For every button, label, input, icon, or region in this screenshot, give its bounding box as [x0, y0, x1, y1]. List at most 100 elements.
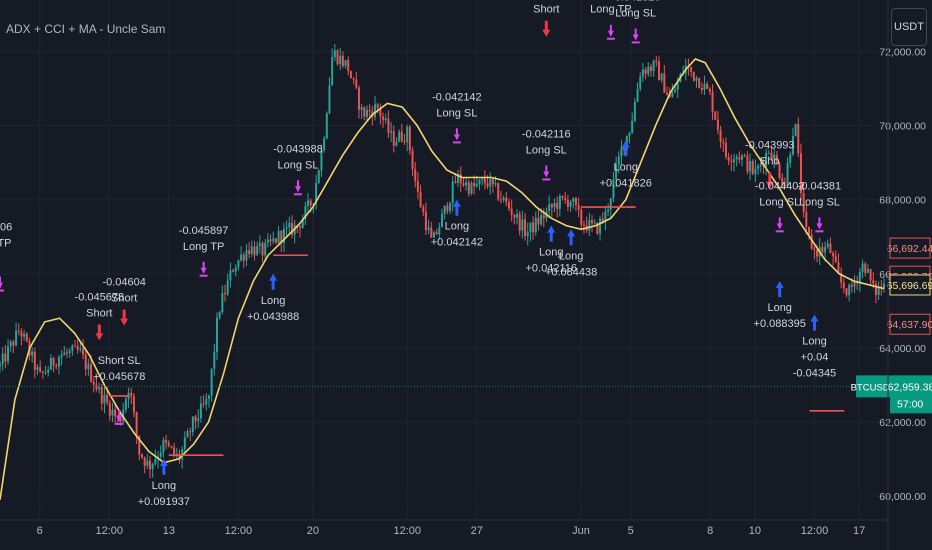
candle-body — [749, 161, 752, 172]
candle — [55, 363, 58, 370]
candle — [446, 202, 449, 215]
candle — [395, 137, 398, 147]
candle — [542, 208, 545, 228]
candle-body — [309, 200, 312, 206]
candle — [157, 451, 160, 469]
candle-body — [655, 60, 658, 62]
exit-arrow-icon — [632, 28, 639, 41]
candle-body — [644, 69, 647, 74]
candle — [20, 328, 23, 346]
candle — [224, 284, 227, 302]
candle — [103, 387, 106, 414]
candle-body — [357, 87, 360, 110]
candle — [877, 281, 880, 300]
marker-label: Long TP — [183, 241, 224, 253]
marker-label: +0.042116 — [526, 263, 578, 275]
short-arrow-icon — [765, 172, 774, 189]
candle-body — [52, 358, 55, 366]
candle-body — [234, 267, 237, 272]
candle-body — [264, 242, 267, 256]
candle — [92, 377, 95, 393]
candle-body — [459, 173, 462, 184]
candle-body — [98, 387, 101, 390]
exit-arrow-icon — [816, 217, 823, 230]
candle-body — [783, 184, 786, 186]
marker-label: 4606 — [0, 222, 12, 234]
candle-body — [242, 254, 245, 261]
candle — [874, 280, 877, 304]
candle-body — [119, 417, 122, 422]
candle — [130, 387, 133, 405]
long-marker: Long +0.091937 — [138, 458, 190, 508]
marker-label: Short — [533, 4, 559, 16]
candle — [580, 206, 583, 229]
candle-body — [57, 357, 60, 367]
long-arrow-icon — [567, 229, 576, 246]
candle-body — [132, 396, 135, 413]
candle-body — [657, 61, 660, 81]
candle-body — [194, 416, 197, 422]
candle-body — [816, 250, 819, 257]
time-tick-label: 8 — [707, 525, 713, 537]
candle-body — [218, 312, 221, 318]
candle-body — [532, 222, 535, 233]
long-marker: Long +0.084438 — [545, 229, 597, 278]
candle — [449, 201, 452, 215]
candle-body — [347, 60, 350, 72]
candle-body — [848, 284, 851, 296]
candle-body — [601, 218, 604, 222]
candle — [317, 168, 320, 184]
candle-body — [23, 333, 26, 337]
candle — [47, 365, 50, 377]
candle-body — [556, 202, 559, 209]
long-arrow-icon — [775, 281, 784, 298]
candle-body — [202, 403, 205, 405]
candle — [561, 195, 564, 201]
candle — [384, 113, 387, 124]
candle-body — [41, 371, 44, 373]
candle — [491, 178, 494, 193]
price-tick-label: 72,000.00 — [879, 47, 926, 59]
candle — [518, 210, 521, 236]
candle-body — [754, 168, 757, 174]
candle — [199, 395, 202, 423]
candle — [727, 152, 730, 166]
candle-body — [826, 243, 829, 248]
candle-body — [390, 131, 393, 133]
candle-body — [304, 206, 307, 219]
price-tick-label: 64,000.00 — [879, 343, 926, 355]
candle — [215, 312, 218, 361]
candle — [832, 251, 835, 266]
candle — [390, 121, 393, 143]
candle — [473, 175, 476, 195]
candle-body — [124, 398, 127, 410]
exit-arrow-icon — [294, 180, 301, 193]
candle-body — [446, 205, 449, 211]
price-tag-label: 66,692.44 — [887, 243, 932, 255]
candle-body — [44, 372, 47, 374]
candle — [140, 453, 143, 459]
short-marker: -0.042398Short — [533, 4, 559, 37]
candle — [135, 411, 138, 445]
candle-body — [312, 203, 315, 206]
time-tick-label: 20 — [307, 525, 319, 537]
candle-body — [280, 230, 283, 243]
short-arrow-icon — [95, 324, 104, 341]
candle — [301, 214, 304, 229]
candle-body — [20, 331, 23, 337]
moving-average-line — [0, 58, 885, 500]
currency-button[interactable]: USDT — [891, 8, 927, 46]
candle — [631, 112, 634, 135]
candle — [272, 231, 275, 245]
candle — [197, 409, 200, 428]
candle — [435, 228, 438, 236]
candle-body — [419, 191, 422, 207]
candle — [422, 204, 425, 217]
candle — [7, 339, 10, 365]
candle-body — [183, 437, 186, 450]
candle — [12, 339, 15, 354]
marker-label: -0.045678 — [75, 291, 125, 303]
candle — [767, 149, 770, 155]
